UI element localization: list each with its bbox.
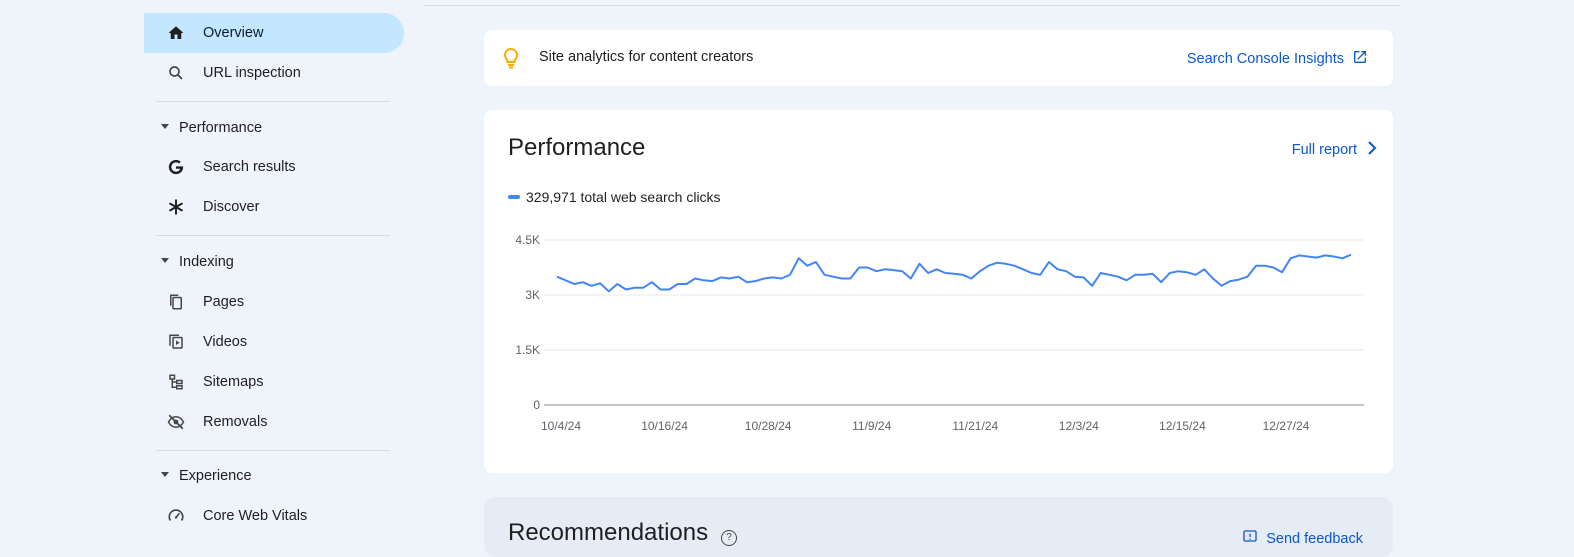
caret-down-icon [161, 258, 169, 263]
x-tick-label: 12/27/24 [1263, 419, 1310, 433]
search-icon [166, 63, 186, 83]
sidebar-nav: Overview URL inspection Performance Sear… [144, 0, 404, 540]
sidebar-item-label: Removals [203, 414, 267, 430]
feedback-icon [1242, 529, 1258, 549]
section-toggle-indexing[interactable]: Indexing [144, 247, 394, 277]
visibility-off-icon [166, 412, 186, 432]
y-tick-label: 1.5K [515, 343, 540, 357]
home-icon [166, 23, 186, 43]
sitemap-icon [166, 372, 186, 392]
sidebar-item-label: Pages [203, 294, 244, 310]
chevron-right-icon [1367, 141, 1377, 159]
asterisk-icon [166, 197, 186, 217]
caret-down-icon [161, 472, 169, 477]
x-tick-label: 12/15/24 [1159, 419, 1206, 433]
recommendations-card: Recommendations ? Send feedback [484, 497, 1393, 557]
x-tick-label: 11/21/24 [952, 419, 998, 433]
sidebar-item-videos[interactable]: Videos [144, 322, 404, 362]
x-tick-label: 10/16/24 [641, 419, 688, 433]
open-in-new-icon [1352, 49, 1368, 69]
header-divider [423, 5, 1401, 6]
chart-legend: 329,971 total web search clicks [508, 189, 721, 205]
section-label: Performance [179, 120, 262, 136]
performance-card: Performance Full report 329,971 total we… [484, 110, 1393, 473]
sidebar-item-label: Discover [203, 199, 259, 215]
y-tick-label: 0 [533, 398, 540, 412]
legend-swatch [508, 195, 520, 199]
sidebar-item-sitemaps[interactable]: Sitemaps [144, 362, 404, 402]
sidebar-item-label: Core Web Vitals [203, 508, 307, 524]
pages-icon [166, 292, 186, 312]
send-feedback-button[interactable]: Send feedback [1242, 529, 1363, 549]
search-console-insights-link[interactable]: Search Console Insights [1187, 49, 1368, 69]
caret-down-icon [161, 124, 169, 129]
legend-label: 329,971 total web search clicks [526, 189, 721, 205]
sidebar-item-label: URL inspection [203, 65, 301, 81]
sidebar-item-label: Sitemaps [203, 374, 263, 390]
x-tick-label: 12/3/24 [1059, 419, 1099, 433]
x-tick-label: 10/28/24 [745, 419, 792, 433]
x-tick-label: 11/9/24 [852, 419, 891, 433]
recommendations-title: Recommendations [508, 519, 708, 547]
lightbulb-icon [502, 47, 520, 69]
sidebar-item-label: Search results [203, 159, 296, 175]
sidebar-divider [156, 235, 390, 236]
sidebar-divider [156, 101, 390, 102]
sidebar-item-label: Overview [203, 25, 263, 41]
insights-banner: Site analytics for content creators Sear… [484, 30, 1393, 86]
speed-gauge-icon [166, 506, 186, 526]
sidebar-item-removals[interactable]: Removals [144, 402, 404, 442]
x-tick-label: 10/4/24 [541, 419, 581, 433]
help-icon[interactable]: ? [721, 530, 737, 546]
sidebar-item-url-inspection[interactable]: URL inspection [144, 53, 404, 93]
sidebar-divider [156, 450, 390, 451]
section-toggle-experience[interactable]: Experience [144, 461, 394, 491]
sidebar-item-core-web-vitals[interactable]: Core Web Vitals [144, 496, 404, 536]
feedback-label: Send feedback [1266, 531, 1363, 547]
sidebar-item-search-results[interactable]: Search results [144, 147, 404, 187]
video-library-icon [166, 332, 186, 352]
sidebar-item-pages[interactable]: Pages [144, 282, 404, 322]
google-g-icon [166, 157, 186, 177]
clicks-line-chart: 0 1.5K 3K 4.5K 10/4/24 10/16/24 10/28/24 11/9/2… [484, 220, 1393, 460]
series-line-clicks [557, 255, 1351, 292]
insights-text: Site analytics for content creators [539, 49, 753, 65]
full-report-link[interactable]: Full report [1292, 141, 1377, 159]
y-tick-label: 3K [525, 288, 540, 302]
sidebar-item-discover[interactable]: Discover [144, 187, 404, 227]
sidebar-item-overview[interactable]: Overview [144, 13, 404, 53]
link-label: Search Console Insights [1187, 51, 1344, 67]
section-label: Indexing [179, 254, 234, 270]
link-label: Full report [1292, 142, 1357, 158]
section-label: Experience [179, 468, 252, 484]
section-toggle-performance[interactable]: Performance [144, 113, 394, 143]
sidebar-item-label: Videos [203, 334, 247, 350]
y-tick-label: 4.5K [515, 233, 540, 247]
performance-title: Performance [508, 134, 645, 162]
